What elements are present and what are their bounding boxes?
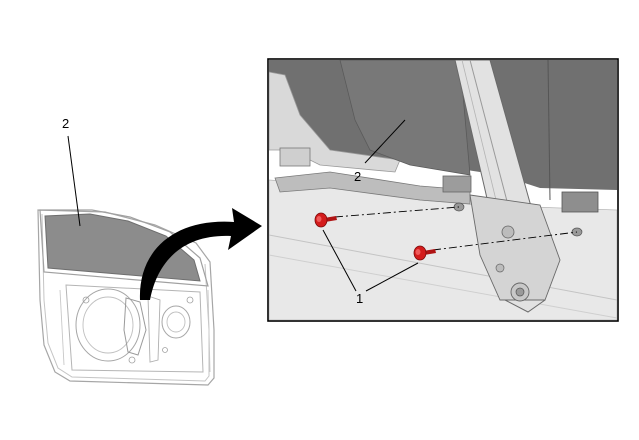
leader-line-detail-glass bbox=[364, 119, 406, 164]
bolt-lower bbox=[413, 245, 436, 261]
callout-door-glass-overview: 2 bbox=[62, 116, 70, 131]
leader-line-bolt-lower bbox=[365, 262, 419, 292]
callout-door-glass-detail: 2 bbox=[354, 169, 362, 184]
leader-line-overview bbox=[67, 135, 81, 227]
callout-bolts: 1 bbox=[356, 291, 364, 306]
alignment-line-upper bbox=[334, 206, 460, 218]
bolt-upper bbox=[314, 212, 337, 228]
detail-view bbox=[267, 58, 619, 322]
zoom-arrow bbox=[139, 208, 262, 300]
door-glass-detail bbox=[339, 60, 471, 176]
leader-line-bolt-upper bbox=[322, 229, 357, 292]
